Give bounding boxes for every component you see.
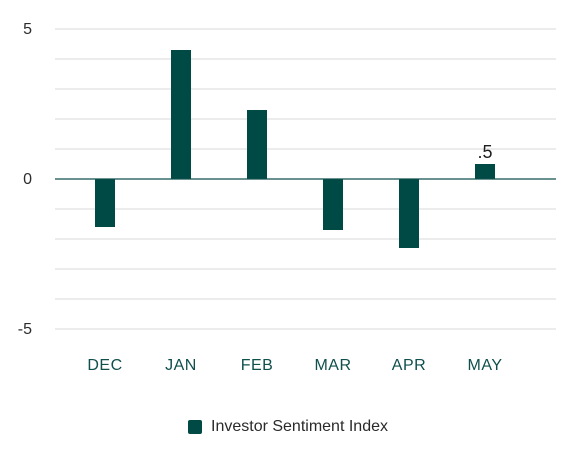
y-tick-label: -5 (18, 321, 32, 338)
bar-may (475, 164, 495, 179)
x-tick-label: DEC (87, 357, 122, 374)
bars: .5 (95, 50, 495, 248)
x-tick-label: MAR (314, 357, 351, 374)
x-tick-label: MAY (468, 357, 503, 374)
bar-apr (399, 179, 419, 248)
y-tick-label: 0 (23, 171, 32, 188)
bar-mar (323, 179, 343, 230)
x-tick-label: FEB (241, 357, 274, 374)
bar-feb (247, 110, 267, 179)
bar-dec (95, 179, 115, 227)
x-tick-label: APR (392, 357, 426, 374)
y-tick-label: 5 (23, 21, 32, 38)
gridlines (55, 28, 556, 330)
x-tick-label: JAN (165, 357, 197, 374)
bar-jan (171, 50, 191, 179)
legend: Investor Sentiment Index (188, 418, 388, 436)
legend-swatch (188, 420, 202, 434)
bar-chart: 5 0 -5 .5 DEC JAN FEB MAR APR MAY (18, 21, 556, 374)
legend-label: Investor Sentiment Index (211, 418, 388, 435)
data-label: .5 (477, 142, 492, 162)
